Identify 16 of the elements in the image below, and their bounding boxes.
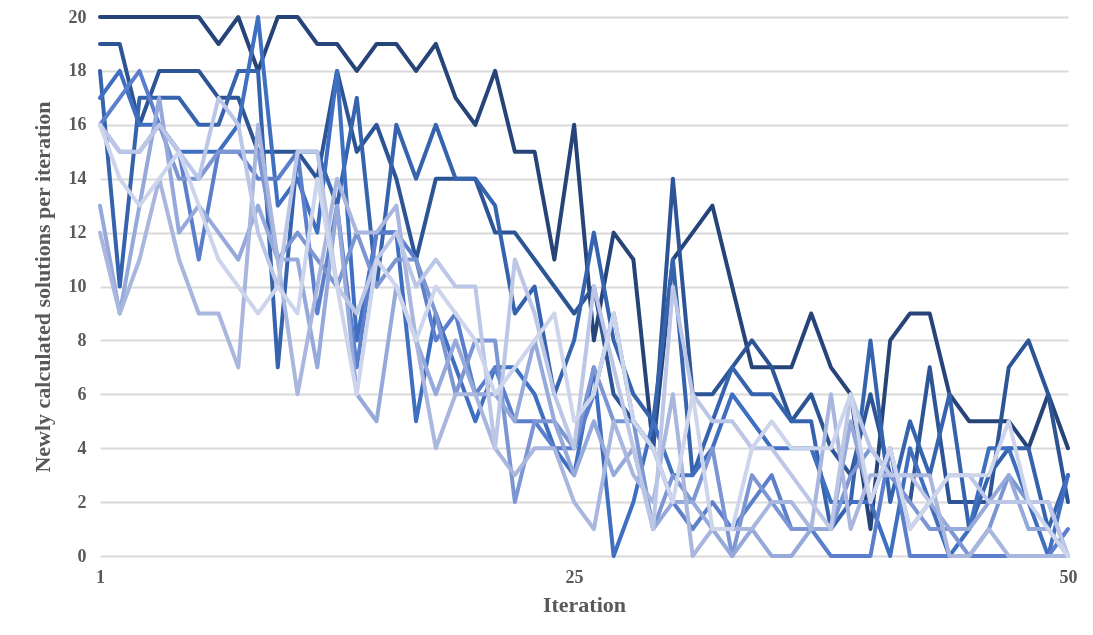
y-tick-label: 4 bbox=[77, 437, 87, 458]
y-axis-title: Newly calculated solutions per iteration bbox=[29, 101, 55, 473]
y-tick-label: 18 bbox=[68, 60, 87, 81]
y-tick-label: 0 bbox=[77, 545, 87, 566]
y-tick-label: 2 bbox=[77, 491, 87, 512]
y-tick-label: 10 bbox=[68, 276, 87, 296]
y-tick-label: 20 bbox=[68, 6, 87, 27]
y-tick-label: 16 bbox=[68, 114, 87, 135]
x-axis-title: Iteration bbox=[542, 591, 627, 617]
x-tick-label: 1 bbox=[96, 566, 105, 587]
y-tick-label: 14 bbox=[68, 168, 87, 189]
y-tick-label: 8 bbox=[77, 329, 87, 350]
y-tick-label: 6 bbox=[77, 383, 87, 404]
x-tick-label: 25 bbox=[565, 566, 584, 587]
y-tick-label: 12 bbox=[68, 222, 87, 243]
x-tick-label: 50 bbox=[1059, 566, 1078, 587]
